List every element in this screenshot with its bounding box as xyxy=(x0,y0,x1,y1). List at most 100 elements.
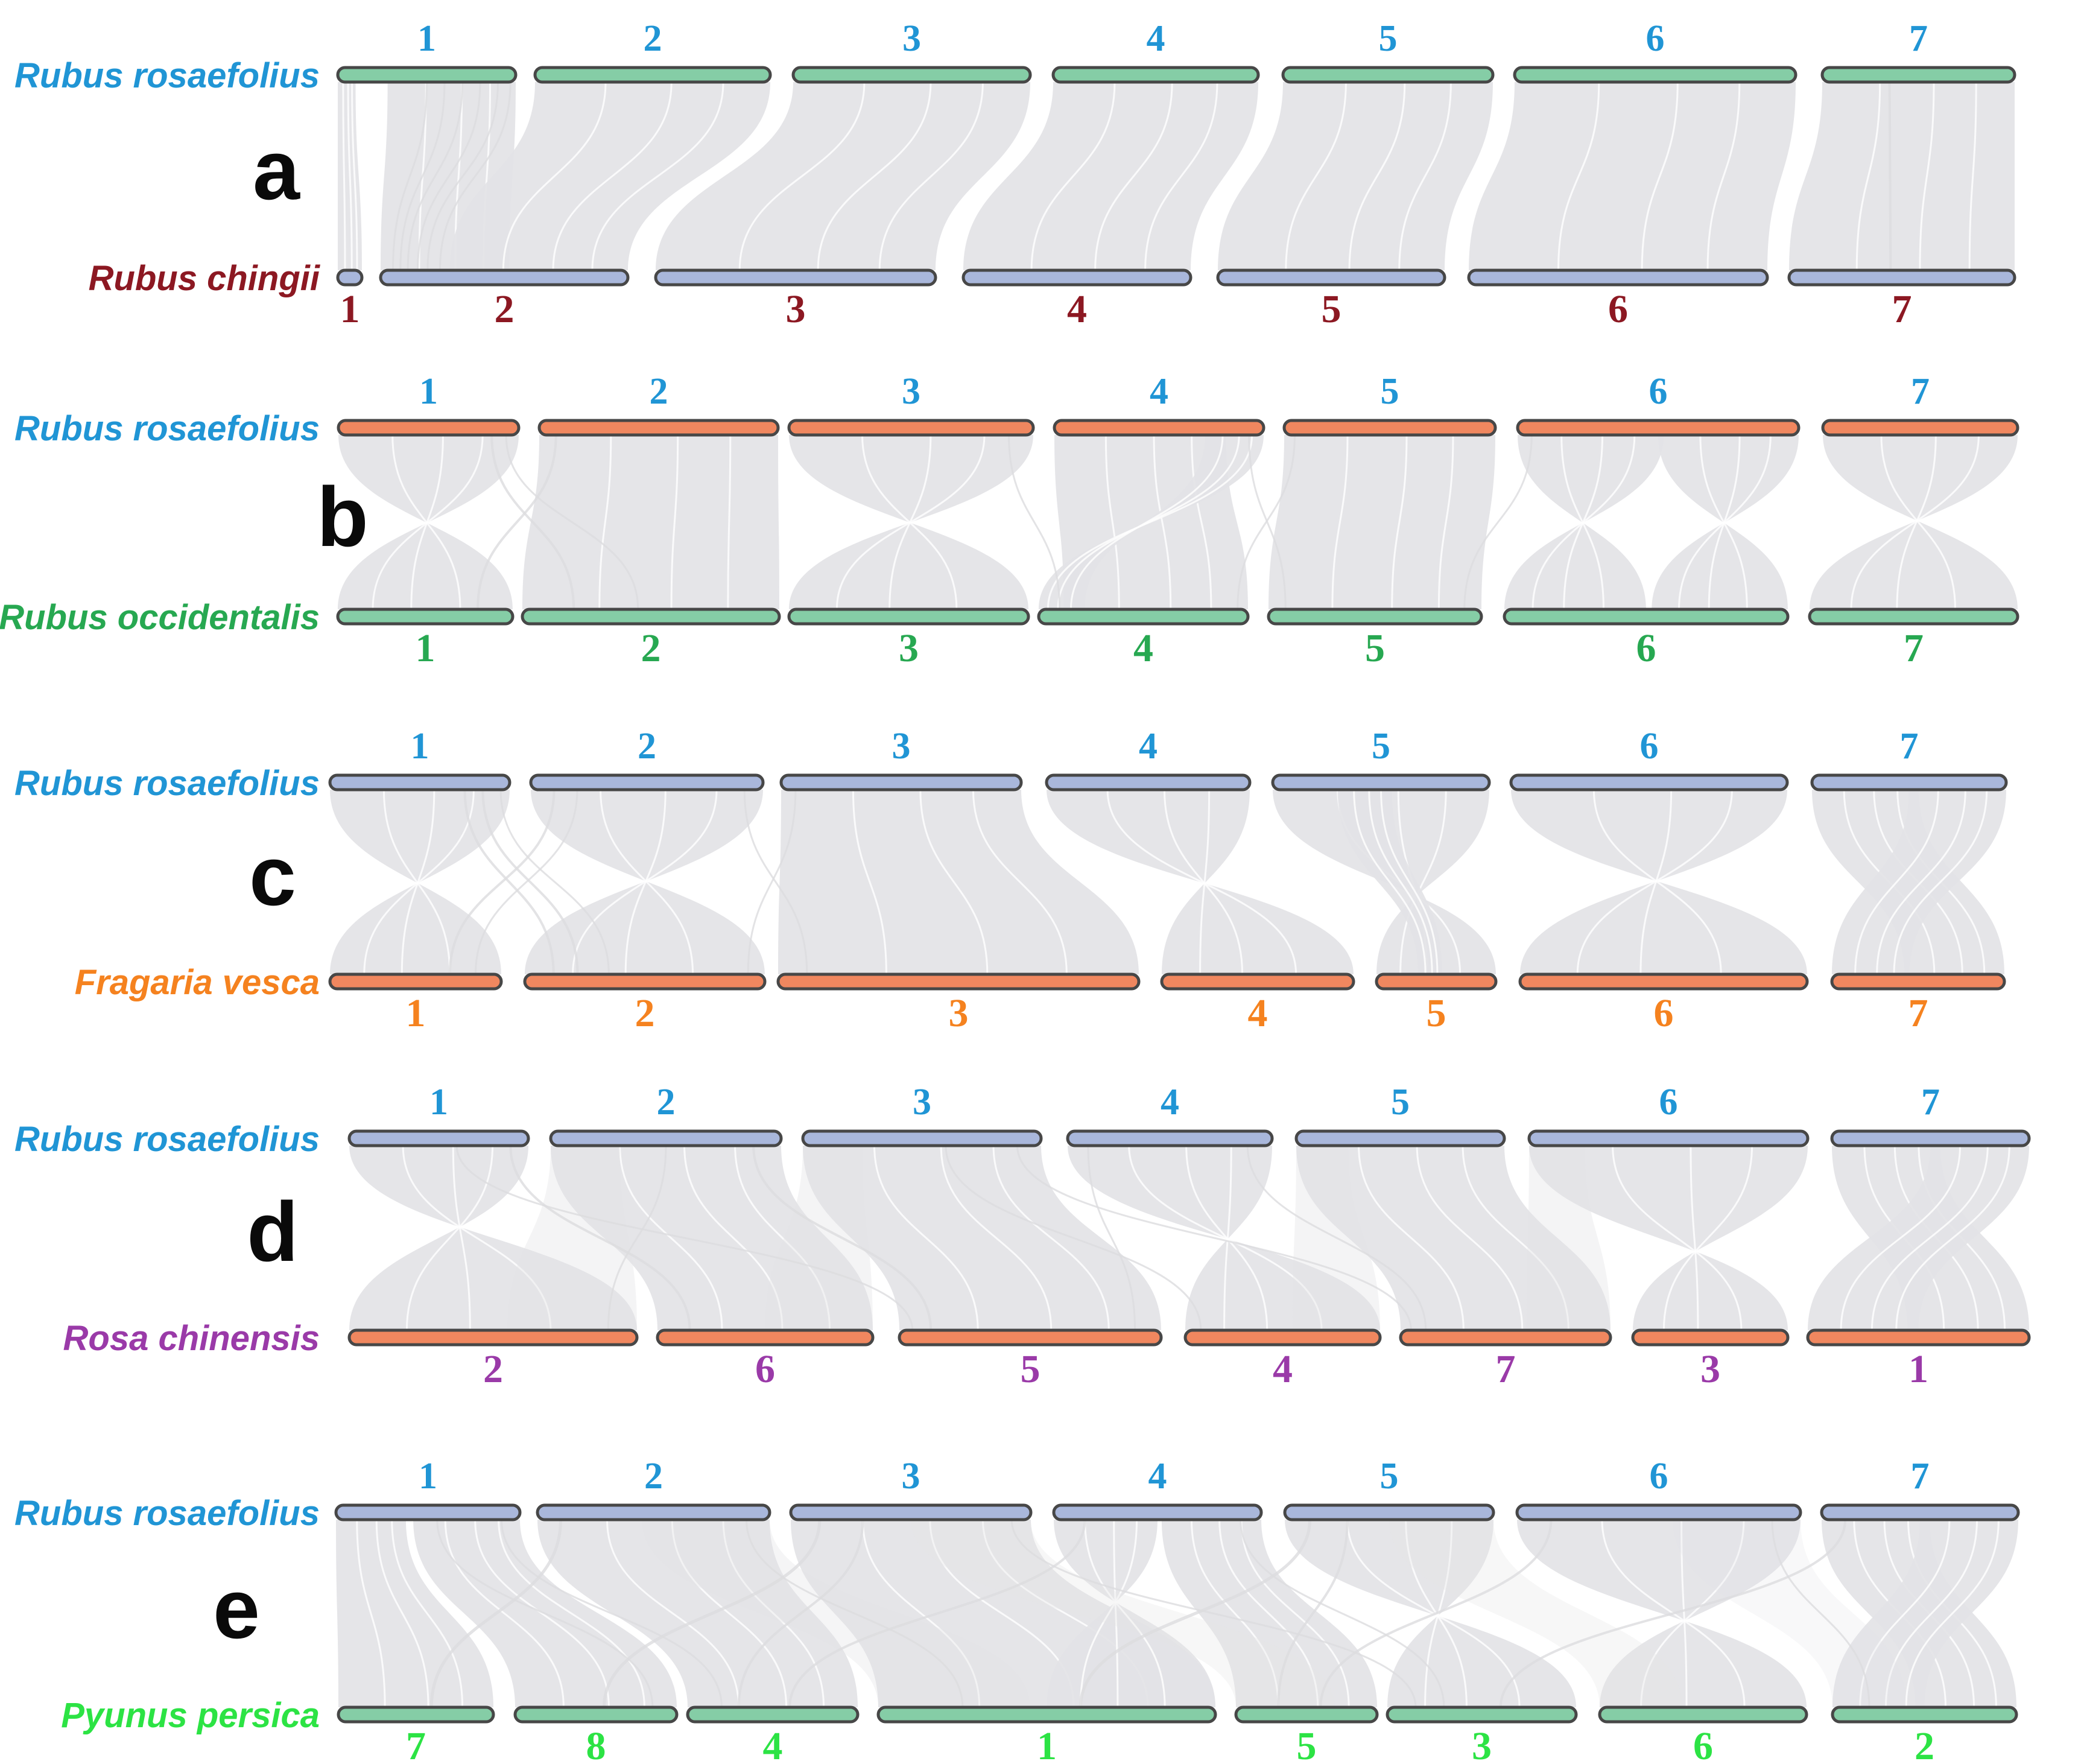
ribbon-streak xyxy=(1380,789,1439,975)
ribbon-streak xyxy=(1106,789,1297,975)
synteny-ribbon xyxy=(803,1146,1161,1330)
synteny-strand xyxy=(737,1519,864,1708)
bottom-chromosome-number: 5 xyxy=(1322,287,1341,331)
bottom-chromosome-number: 2 xyxy=(483,1347,503,1391)
synteny-strand xyxy=(429,1519,562,1708)
ribbon-streak xyxy=(1680,1519,1688,1708)
synteny-strand xyxy=(1079,1519,1312,1708)
top-chromosome-number: 5 xyxy=(1391,1082,1410,1123)
top-chromosome-number: 6 xyxy=(1646,18,1665,59)
synteny-strand xyxy=(490,434,575,610)
ribbon-streak xyxy=(1706,81,1741,271)
top-chromosome-number: 1 xyxy=(429,1082,448,1123)
bottom-chromosome-number: 8 xyxy=(586,1724,606,1764)
chromosome-bar-bottom-1 xyxy=(336,608,515,626)
panel-letter-a: a xyxy=(253,122,300,217)
synteny-strand xyxy=(607,1145,667,1331)
bottom-chromosome-number: 5 xyxy=(1427,991,1446,1035)
top-chromosome-number: 2 xyxy=(638,726,656,767)
chromosome-bar-bottom-6 xyxy=(1467,268,1769,287)
ribbon-streak xyxy=(372,434,484,610)
ribbon-streak xyxy=(502,81,607,271)
chromosome-bar-top-4 xyxy=(1051,66,1260,84)
bottom-chromosome-number: 7 xyxy=(1908,991,1928,1035)
chromosome-bar-bottom-3 xyxy=(1631,1328,1790,1347)
synteny-ribbon xyxy=(1511,790,1807,974)
ribbon-streak xyxy=(1240,1519,1350,1708)
ribbon-streak xyxy=(606,1519,740,1708)
ribbon-streak xyxy=(356,1519,386,1708)
ribbon-streak xyxy=(683,1145,784,1331)
synteny-strand xyxy=(463,789,555,975)
synteny-strand xyxy=(743,789,808,975)
ribbon-streak xyxy=(1612,1145,1743,1331)
chromosome-bar-top-1 xyxy=(337,419,521,437)
synteny-strand xyxy=(945,1145,1202,1331)
bottom-chromosome-number: 4 xyxy=(1067,287,1087,331)
synteny-strand xyxy=(505,434,639,610)
synteny-strand xyxy=(426,81,499,271)
chromosome-bar-bottom-2 xyxy=(379,268,630,287)
chromosome-bar-top-5 xyxy=(1281,66,1495,84)
panel-letter-b: b xyxy=(317,469,369,564)
ribbon-streak xyxy=(817,81,932,271)
chromosome-bar-top-7 xyxy=(1820,66,2016,84)
bottom-chromosome-number: 4 xyxy=(1133,626,1153,670)
ribbon-streak xyxy=(1968,81,1977,271)
synteny-ribbon xyxy=(1808,1146,2029,1330)
ribbon-streak xyxy=(402,1145,552,1331)
top-chromosome-number: 2 xyxy=(644,1456,663,1497)
ribbon-streak xyxy=(1128,1145,1323,1331)
synteny-strand xyxy=(1240,1519,1445,1708)
bottom-chromosome-number: 3 xyxy=(1700,1347,1720,1391)
top-chromosome-number: 6 xyxy=(1649,371,1668,412)
top-chromosome-number: 5 xyxy=(1379,18,1398,59)
chromosome-bar-top-7 xyxy=(1820,1503,2020,1521)
ribbon-streak xyxy=(1893,789,1988,975)
top-chromosome-number: 5 xyxy=(1380,1456,1399,1497)
chromosome-bar-bottom-6 xyxy=(1518,972,1809,991)
synteny-ribbon xyxy=(1673,1520,1906,1707)
bottom-chromosome-number: 6 xyxy=(1693,1724,1713,1764)
synteny-ribbon xyxy=(349,1146,637,1330)
chromosome-bar-top-1 xyxy=(347,1129,530,1147)
top-chromosome-number: 5 xyxy=(1381,371,1399,412)
bottom-chromosome-number: 1 xyxy=(340,287,360,331)
bottom-chromosome-number: 7 xyxy=(406,1724,426,1764)
ribbon-streak xyxy=(1880,434,1956,610)
ribbon-streak xyxy=(670,434,679,610)
ribbon-streak xyxy=(1163,789,1244,975)
top-chromosome-number: 1 xyxy=(419,1456,437,1497)
chromosome-bar-bottom-1 xyxy=(328,972,503,991)
chromosome-bar-bottom-6 xyxy=(656,1328,875,1347)
ribbon-streak xyxy=(992,1145,1110,1331)
chromosome-bar-bottom-2 xyxy=(521,608,781,626)
synteny-ribbon xyxy=(1789,82,2015,270)
synteny-strand xyxy=(499,789,610,975)
top-chromosome-number: 7 xyxy=(1911,371,1930,412)
species-label-top: Rubus rosaefolius xyxy=(14,1494,320,1533)
top-chromosome-number: 1 xyxy=(419,371,438,412)
species-label-bottom: Rubus chingii xyxy=(89,259,321,298)
synteny-strand xyxy=(1010,1519,1417,1708)
top-chromosome-number: 2 xyxy=(657,1082,676,1123)
ribbon-streak xyxy=(734,1145,831,1331)
species-label-bottom: Pyunus persica xyxy=(61,1696,320,1735)
ribbon-streak xyxy=(1557,81,1600,271)
chromosome-bar-bottom-4 xyxy=(1183,1328,1382,1347)
top-chromosome-number: 3 xyxy=(892,726,911,767)
top-chromosome-number: 5 xyxy=(1372,726,1390,767)
chromosome-bar-bottom-8 xyxy=(513,1705,679,1724)
ribbon-streak xyxy=(738,81,866,271)
chromosome-bar-top-3 xyxy=(801,1129,1043,1147)
ribbon-streak xyxy=(873,1145,979,1331)
panel-letter-e: e xyxy=(213,1561,260,1656)
ribbon-streak xyxy=(1919,81,1935,271)
chromosome-bar-bottom-3 xyxy=(654,268,937,287)
top-chromosome-number: 7 xyxy=(1921,1082,1940,1123)
ribbon-streak xyxy=(1079,1519,1138,1708)
top-chromosome-number: 3 xyxy=(902,371,920,412)
ribbon-streak xyxy=(878,81,984,271)
chromosome-bar-top-4 xyxy=(1045,773,1252,792)
